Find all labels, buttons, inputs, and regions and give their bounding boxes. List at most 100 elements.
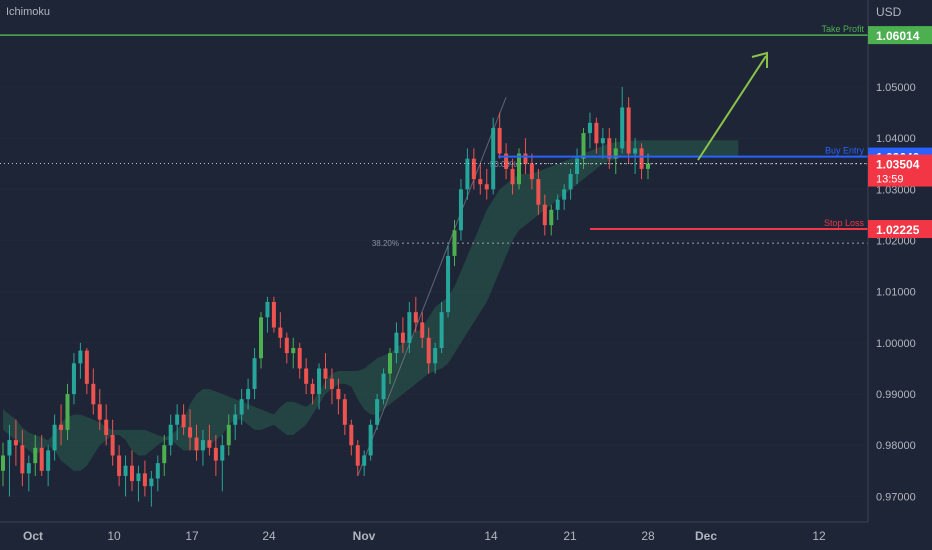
candle-down xyxy=(523,153,528,164)
candle-up xyxy=(252,358,257,389)
candle-up xyxy=(200,440,205,451)
candle-down xyxy=(529,163,534,180)
candle-up xyxy=(175,414,180,425)
price-tick: 1.05000 xyxy=(876,82,916,94)
candle-up xyxy=(291,348,296,354)
candle-up xyxy=(375,399,380,425)
candle-up xyxy=(555,199,560,210)
candle-down xyxy=(104,419,109,435)
price-axis-ticks: 0.97000 0.98000 0.99000 1.00000 1.01000 1.020… xyxy=(876,82,916,503)
price-axis[interactable] xyxy=(868,0,932,550)
candle-up xyxy=(620,107,625,149)
candle-up xyxy=(381,373,386,400)
time-axis[interactable] xyxy=(0,522,932,550)
candle-down xyxy=(59,424,64,430)
level-name: Buy Entry xyxy=(825,146,865,156)
candle-down xyxy=(194,437,199,451)
candle-up xyxy=(317,368,322,395)
price-tag xyxy=(868,26,932,45)
candle-up xyxy=(71,363,76,395)
candle-up xyxy=(220,445,225,461)
candle-up xyxy=(575,158,580,174)
candle-up xyxy=(149,478,154,487)
candle-up xyxy=(568,174,573,190)
candle-down xyxy=(207,440,212,448)
candle-down xyxy=(20,445,25,474)
candle-down xyxy=(304,368,309,384)
price-tick: 0.97000 xyxy=(876,491,916,503)
candle-up xyxy=(407,312,412,343)
candle-down xyxy=(188,427,193,438)
candle-up xyxy=(613,148,618,159)
price-tick: 1.03000 xyxy=(876,184,916,196)
candle-up xyxy=(123,465,128,476)
candle-down xyxy=(471,158,476,180)
target-arrow[interactable] xyxy=(697,51,768,161)
candle-up xyxy=(78,350,83,364)
price-tag-value: 1.06014 xyxy=(876,29,920,43)
candle-up xyxy=(155,463,160,479)
candle-up xyxy=(587,122,592,134)
time-tick: 14 xyxy=(484,529,498,543)
fib-level-label: 38.20% xyxy=(372,239,399,248)
candle-up xyxy=(491,127,496,190)
candle-up xyxy=(259,317,263,359)
fibonacci-retracement[interactable]: 50.00% 38.20% xyxy=(357,97,868,477)
time-tick: 24 xyxy=(262,529,276,543)
ichimoku-cloud xyxy=(3,140,739,471)
candle-down xyxy=(84,350,89,384)
candle-up xyxy=(465,158,470,190)
candle-down xyxy=(39,447,44,471)
trade-levels[interactable]: Take Profit Buy Entry Stop Loss xyxy=(0,24,868,231)
time-tick: Oct xyxy=(23,529,43,543)
candle-up xyxy=(168,424,173,446)
time-tick: 17 xyxy=(185,529,199,543)
candle-down xyxy=(213,447,218,461)
cloud-bullish xyxy=(3,140,739,471)
candle-down xyxy=(349,424,354,446)
candle-down xyxy=(420,322,425,338)
price-tick: 0.98000 xyxy=(876,440,916,452)
time-tick: 12 xyxy=(812,529,826,543)
candle-down xyxy=(336,388,341,400)
fib-level-label: 50.00% xyxy=(490,160,517,169)
arrow-head xyxy=(751,51,768,68)
candle-up xyxy=(549,209,554,226)
countdown-timer: 13:59 xyxy=(876,174,904,186)
time-tick: Nov xyxy=(353,529,376,543)
candle-down xyxy=(13,440,18,446)
candle-up xyxy=(162,445,167,464)
candle-up xyxy=(388,353,392,374)
fib-trendline xyxy=(357,97,507,477)
candle-down xyxy=(97,404,102,420)
indicator-label[interactable]: Ichimoku xyxy=(6,6,51,18)
candle-up xyxy=(439,312,444,348)
candle-up xyxy=(458,189,463,231)
price-tick: 1.04000 xyxy=(876,133,916,145)
candle-down xyxy=(342,399,347,425)
time-tick: 21 xyxy=(563,529,577,543)
candle-down xyxy=(484,184,489,190)
candle-down xyxy=(639,148,644,169)
candle-up xyxy=(646,163,650,169)
candle-up xyxy=(65,394,70,430)
time-tick: Dec xyxy=(695,529,717,543)
candle-up xyxy=(7,440,12,456)
candle-down xyxy=(323,368,328,379)
candle-down xyxy=(310,383,315,395)
candle-down xyxy=(110,435,115,456)
candle-up xyxy=(394,332,399,354)
candle-up xyxy=(517,153,521,185)
candle-up xyxy=(265,301,270,318)
time-tick: 10 xyxy=(107,529,121,543)
candle-up xyxy=(452,230,457,256)
candle-up xyxy=(562,189,567,200)
candle-down xyxy=(91,383,96,405)
candle-up xyxy=(633,148,638,154)
arrow-shaft xyxy=(697,55,767,161)
candle-down xyxy=(297,348,302,369)
candle-up xyxy=(433,348,438,364)
candle-down xyxy=(594,122,599,144)
